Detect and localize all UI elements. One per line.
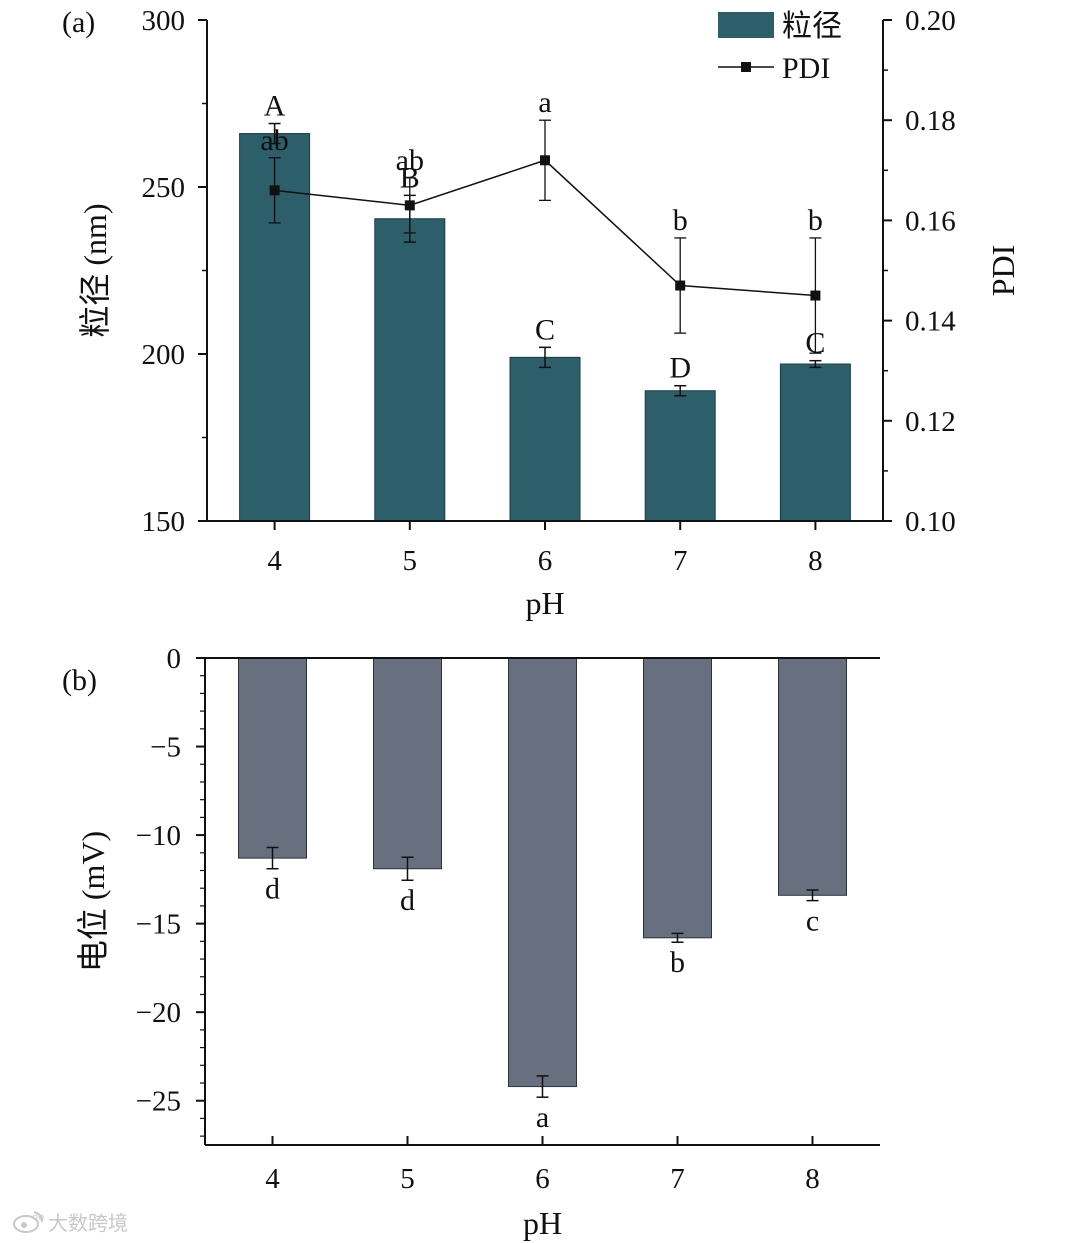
- watermark: oo 大数跨境: [13, 1211, 128, 1235]
- zeta-bar: [373, 657, 442, 870]
- pdi-significance-label: b: [673, 204, 688, 237]
- zeta-significance-label: a: [536, 1101, 549, 1134]
- zeta-significance-label: d: [265, 873, 280, 906]
- y-tick-label-right: 0.18: [905, 105, 956, 137]
- size-significance-label: D: [669, 352, 691, 385]
- x-tick-label: 4: [267, 545, 282, 577]
- size-bar: [779, 363, 851, 522]
- pdi-point: [404, 200, 415, 211]
- pdi-significance-label: ab: [260, 124, 288, 157]
- pdi-point: [540, 155, 550, 166]
- zeta-significance-label: c: [806, 905, 819, 938]
- y-axis-title: 电位 (mV): [75, 831, 111, 972]
- y-tick-label: −15: [136, 909, 181, 941]
- zeta-bar: [778, 657, 847, 896]
- y-tick-label-left: 150: [142, 506, 186, 538]
- pdi-significance-label: a: [538, 86, 551, 119]
- y-tick-label: −20: [136, 997, 181, 1029]
- zeta-significance-label: d: [400, 884, 415, 917]
- y-tick-label-left: 300: [142, 5, 186, 37]
- y-tick-label-right: 0.16: [905, 205, 956, 237]
- y-tick-label: −25: [136, 1086, 181, 1118]
- y-tick-label-left: 200: [142, 339, 186, 371]
- pdi-significance-label: b: [808, 204, 823, 237]
- zeta-bar: [508, 657, 577, 1088]
- watermark-text: 大数跨境: [48, 1211, 128, 1235]
- x-tick-label: 5: [400, 1163, 415, 1195]
- weibo-logo-icon: oo: [13, 1211, 44, 1233]
- y-tick-label-left: 250: [142, 172, 186, 204]
- y-tick-label-right: 0.12: [905, 406, 956, 438]
- x-tick-label: 6: [538, 545, 553, 577]
- y-axis-title-right: PDI: [985, 245, 1021, 297]
- x-tick-label: 8: [808, 545, 823, 577]
- x-tick-label: 4: [265, 1163, 280, 1195]
- x-axis-title: pH: [525, 585, 564, 621]
- zeta-significance-label: b: [670, 946, 685, 979]
- y-tick-label: −10: [136, 820, 181, 852]
- pdi-point: [269, 185, 280, 196]
- panel-label-a: (a): [62, 6, 95, 39]
- x-axis-title: pH: [523, 1205, 562, 1241]
- pdi-significance-label: ab: [396, 144, 424, 177]
- svg-text:oo: oo: [32, 1212, 44, 1223]
- chart-a-particle-size-pdi: (a)ABCDCabababb1502002503000.100.120.140…: [62, 5, 1021, 621]
- size-bar: [644, 390, 716, 522]
- legend-bar-swatch: [718, 12, 774, 38]
- size-bar: [374, 218, 446, 522]
- legend-line-label: PDI: [782, 52, 830, 85]
- x-tick-label: 7: [670, 1163, 685, 1195]
- pdi-point: [675, 280, 686, 291]
- y-tick-label-right: 0.10: [905, 506, 956, 538]
- size-significance-label: C: [535, 313, 555, 346]
- y-tick-label: 0: [167, 643, 182, 675]
- size-significance-label: A: [264, 90, 286, 123]
- x-tick-label: 8: [805, 1163, 820, 1195]
- y-tick-label-right: 0.14: [905, 306, 956, 338]
- chart-b-zeta-potential: (b) d d a b c 0 −5 −10 −15 −20 −25 4 5 6 7 8 pH 电位 (mV): [62, 643, 880, 1241]
- x-tick-label: 7: [673, 545, 688, 577]
- pdi-point: [810, 290, 821, 301]
- size-bar: [509, 356, 581, 522]
- panel-label-b: (b): [62, 664, 97, 697]
- legend-line-marker: [741, 62, 751, 72]
- legend-bar-label: 粒径: [782, 10, 842, 43]
- zeta-bar: [643, 657, 712, 939]
- y-axis-title-left: 粒径 (nm): [77, 203, 113, 337]
- x-tick-label: 5: [403, 545, 418, 577]
- y-tick-label-right: 0.20: [905, 5, 956, 37]
- x-tick-label: 6: [535, 1163, 550, 1195]
- zeta-bar: [238, 657, 307, 859]
- y-tick-label: −5: [150, 732, 181, 764]
